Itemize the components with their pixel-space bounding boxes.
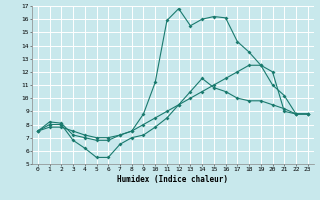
X-axis label: Humidex (Indice chaleur): Humidex (Indice chaleur) [117, 175, 228, 184]
